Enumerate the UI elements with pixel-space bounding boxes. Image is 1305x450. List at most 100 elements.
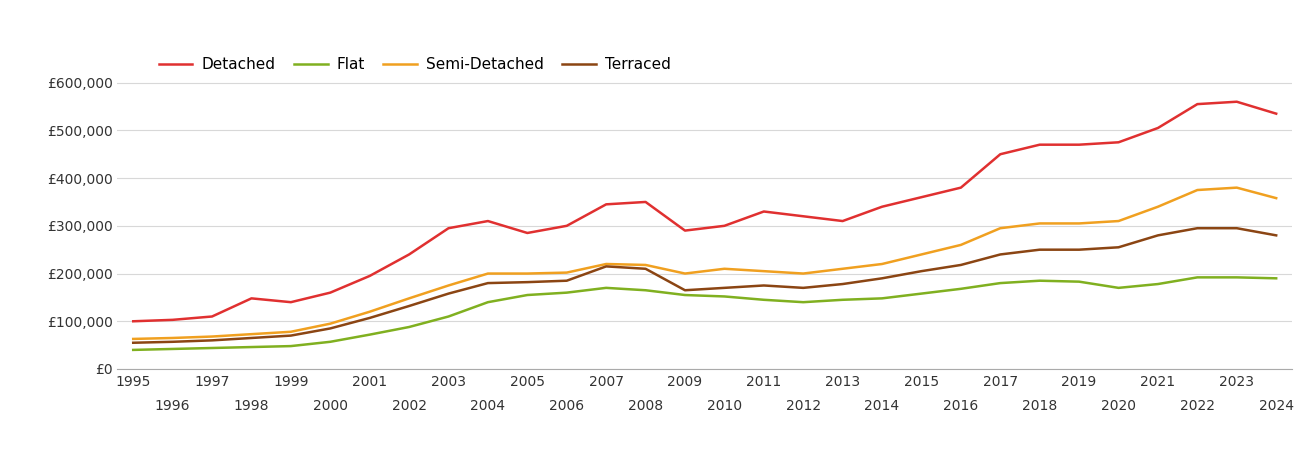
Detached [1111, 140, 1126, 145]
Semi-Detached [361, 309, 377, 315]
Terraced [1190, 225, 1206, 231]
Semi-Detached [1268, 195, 1284, 201]
Detached [559, 223, 574, 229]
Semi-Detached [519, 271, 535, 276]
Detached [1150, 125, 1165, 130]
Flat [1229, 274, 1245, 280]
Semi-Detached [204, 334, 219, 339]
Flat [125, 347, 141, 353]
Detached [322, 290, 338, 295]
Terraced [874, 275, 890, 281]
Detached [796, 214, 812, 219]
Flat [598, 285, 613, 291]
Terraced [1268, 233, 1284, 238]
Semi-Detached [283, 329, 299, 334]
Flat [1071, 279, 1087, 284]
Terraced [125, 340, 141, 346]
Flat [716, 294, 732, 299]
Flat [1190, 274, 1206, 280]
Semi-Detached [1071, 221, 1087, 226]
Terraced [559, 278, 574, 284]
Line: Terraced: Terraced [133, 228, 1276, 343]
Terraced [361, 315, 377, 321]
Terraced [598, 264, 613, 269]
Detached [716, 223, 732, 229]
Terraced [993, 252, 1009, 257]
Detached [164, 317, 180, 323]
Flat [756, 297, 771, 302]
Detached [401, 252, 416, 257]
Detached [756, 209, 771, 214]
Terraced [164, 339, 180, 345]
Detached [361, 273, 377, 279]
Terraced [441, 291, 457, 296]
Terraced [244, 335, 260, 341]
Terraced [1071, 247, 1087, 252]
Semi-Detached [559, 270, 574, 275]
Semi-Detached [913, 252, 929, 257]
Semi-Detached [953, 242, 968, 248]
Flat [361, 332, 377, 338]
Detached [993, 152, 1009, 157]
Detached [1229, 99, 1245, 104]
Flat [164, 346, 180, 351]
Terraced [519, 279, 535, 285]
Detached [1190, 101, 1206, 107]
Semi-Detached [796, 271, 812, 276]
Semi-Detached [322, 321, 338, 326]
Detached [244, 296, 260, 301]
Flat [480, 300, 496, 305]
Detached [441, 225, 457, 231]
Detached [677, 228, 693, 233]
Semi-Detached [244, 332, 260, 337]
Flat [322, 339, 338, 345]
Flat [874, 296, 890, 301]
Terraced [638, 266, 654, 271]
Detached [283, 300, 299, 305]
Terraced [322, 326, 338, 331]
Flat [519, 292, 535, 298]
Semi-Detached [638, 262, 654, 268]
Line: Detached: Detached [133, 102, 1276, 321]
Flat [953, 286, 968, 292]
Flat [835, 297, 851, 302]
Line: Semi-Detached: Semi-Detached [133, 188, 1276, 339]
Detached [519, 230, 535, 236]
Semi-Detached [993, 225, 1009, 231]
Flat [559, 290, 574, 295]
Flat [204, 345, 219, 351]
Flat [244, 344, 260, 350]
Detached [204, 314, 219, 319]
Semi-Detached [1111, 218, 1126, 224]
Detached [480, 218, 496, 224]
Semi-Detached [756, 269, 771, 274]
Terraced [283, 333, 299, 338]
Flat [1032, 278, 1048, 284]
Detached [874, 204, 890, 209]
Flat [913, 291, 929, 296]
Detached [125, 319, 141, 324]
Terraced [1032, 247, 1048, 252]
Flat [1150, 281, 1165, 287]
Terraced [716, 285, 732, 291]
Flat [1268, 275, 1284, 281]
Flat [993, 280, 1009, 286]
Flat [677, 292, 693, 298]
Semi-Detached [1229, 185, 1245, 190]
Terraced [756, 283, 771, 288]
Detached [953, 185, 968, 190]
Terraced [401, 303, 416, 309]
Detached [598, 202, 613, 207]
Semi-Detached [401, 296, 416, 301]
Flat [1111, 285, 1126, 291]
Semi-Detached [441, 283, 457, 288]
Semi-Detached [1150, 204, 1165, 209]
Terraced [1111, 245, 1126, 250]
Flat [638, 288, 654, 293]
Detached [1032, 142, 1048, 148]
Detached [913, 194, 929, 200]
Semi-Detached [1190, 187, 1206, 193]
Semi-Detached [716, 266, 732, 271]
Terraced [913, 269, 929, 274]
Terraced [204, 338, 219, 343]
